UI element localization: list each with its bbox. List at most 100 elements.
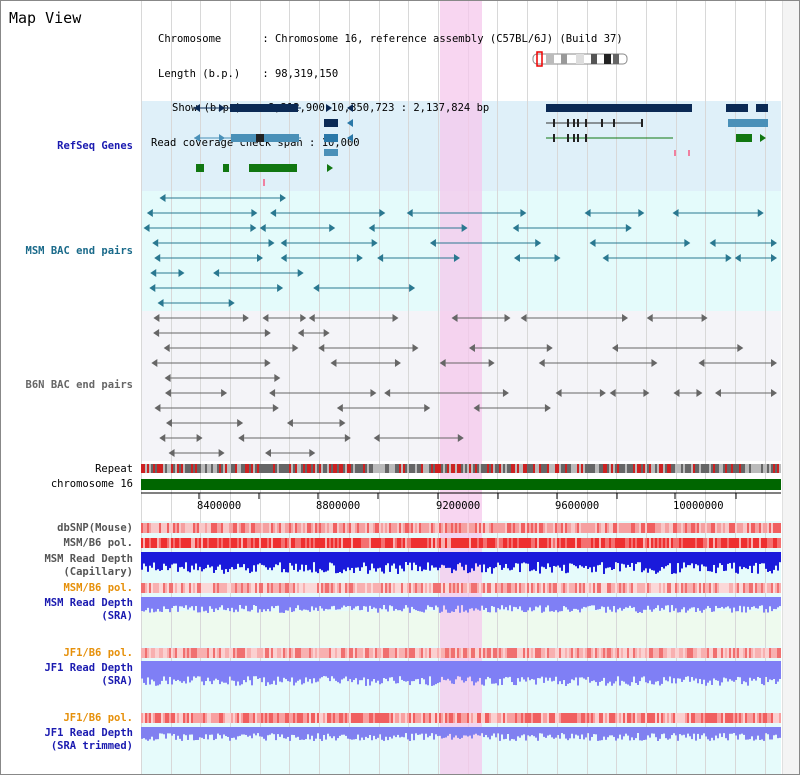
heat-cell (237, 538, 239, 548)
heat-cell (377, 648, 379, 658)
heat-cell (333, 713, 335, 723)
heat-cell (623, 713, 625, 723)
depth-bar (401, 727, 403, 737)
heat-cell (483, 523, 485, 533)
heat-cell (425, 648, 427, 658)
heat-cell (699, 648, 701, 658)
heat-cell (259, 713, 261, 723)
heat-cell (315, 713, 317, 723)
grid-line (408, 1, 409, 774)
heat-cell (591, 648, 593, 658)
heat-cell (155, 713, 157, 723)
depth-bar (587, 727, 589, 734)
bac-end (269, 389, 276, 397)
depth-bar (649, 727, 651, 738)
depth-bar (409, 727, 411, 741)
depth-bar (629, 661, 631, 686)
heat-cell (205, 713, 207, 723)
heat-cell (527, 713, 529, 723)
depth-bar (701, 597, 703, 613)
depth-bar (303, 552, 305, 572)
heat-cell (569, 583, 571, 593)
heat-cell (551, 583, 553, 593)
repeat-block (245, 464, 247, 473)
heat-cell (711, 538, 713, 548)
depth-bar (643, 661, 645, 677)
heat-cell (349, 713, 351, 723)
repeat-block (583, 464, 585, 473)
selected-region-highlight[interactable] (440, 1, 482, 774)
heat-cell (459, 523, 461, 533)
heat-cell (561, 713, 563, 723)
repeat-block (377, 464, 379, 473)
heat-cell (191, 538, 193, 548)
repeat-block (655, 464, 657, 473)
bac-end (544, 404, 551, 412)
depth-bar (255, 597, 257, 606)
heat-cell (317, 583, 319, 593)
depth-bar (533, 661, 535, 680)
heat-cell (279, 523, 281, 533)
heat-cell (613, 713, 615, 723)
depth-bar (255, 552, 257, 572)
repeat-block (239, 464, 241, 473)
depth-bar (703, 597, 705, 610)
depth-bar (279, 661, 281, 682)
heat-cell (437, 713, 439, 723)
depth-bar (349, 552, 351, 571)
heat-cell (501, 523, 503, 533)
depth-bar (397, 727, 399, 735)
heat-cell (287, 523, 289, 533)
depth-bar (613, 661, 615, 684)
heat-cell (669, 713, 671, 723)
heat-cell (541, 713, 543, 723)
heat-cell (673, 538, 675, 548)
heat-cell (495, 523, 497, 533)
depth-bar (639, 661, 641, 682)
heat-cell (545, 523, 547, 533)
heat-cell (597, 523, 599, 533)
depth-bar (355, 727, 357, 740)
repeat-block (495, 464, 497, 473)
heat-cell (733, 523, 735, 533)
depth-bar (537, 597, 539, 608)
depth-bar (565, 552, 567, 574)
heat-cell (425, 713, 427, 723)
repeat-block (611, 464, 613, 473)
heat-cell (731, 538, 733, 548)
repeat-block (497, 464, 499, 473)
depth-bar (577, 661, 579, 686)
heat-cell (705, 713, 707, 723)
heat-cell (353, 713, 355, 723)
repeat-block (175, 464, 177, 473)
bac-end (280, 254, 287, 262)
depth-bar (279, 597, 281, 613)
depth-bar (469, 597, 471, 609)
heat-cell (493, 648, 495, 658)
right-scroll-strip[interactable] (782, 1, 799, 774)
repeat-block (207, 464, 209, 473)
heat-cell (629, 713, 631, 723)
heat-cell (499, 523, 501, 533)
heat-cell (723, 583, 725, 593)
depth-bar (473, 552, 475, 571)
repeat-block (753, 464, 755, 473)
depth-bar (421, 727, 423, 734)
heat-cell (501, 713, 503, 723)
depth-bar (167, 597, 169, 609)
depth-bar (773, 727, 775, 736)
heat-cell (193, 583, 195, 593)
heat-cell (515, 583, 517, 593)
heat-cell (759, 713, 761, 723)
bac-end (153, 314, 160, 322)
heat-cell (277, 538, 279, 548)
depth-bar (617, 597, 619, 610)
grid-line (765, 1, 766, 774)
depth-bar (197, 727, 199, 740)
heat-cell (731, 713, 733, 723)
heat-cell (141, 523, 143, 533)
depth-bar (505, 552, 507, 564)
depth-bar (589, 552, 591, 568)
heat-cell (765, 523, 767, 533)
repeat-block (475, 464, 477, 473)
